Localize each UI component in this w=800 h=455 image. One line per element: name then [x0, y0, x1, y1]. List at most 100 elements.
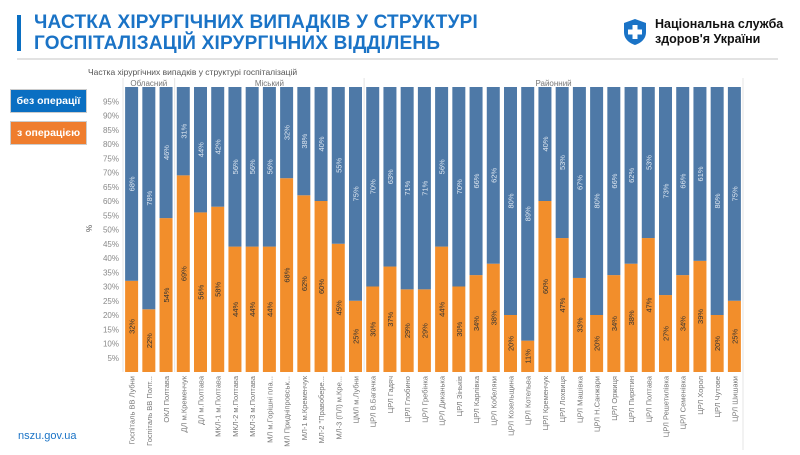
- bar-with-surgery: [176, 175, 190, 372]
- bar-without-surgery: [572, 87, 586, 278]
- y-tick-label: 5%: [107, 354, 119, 363]
- bar-with-surgery: [400, 289, 414, 372]
- bar-without-surgery: [159, 87, 173, 219]
- data-label-with: 60%: [317, 279, 326, 294]
- data-label-without: 70%: [455, 179, 464, 194]
- bar-with-surgery: [624, 263, 638, 372]
- data-label-without: 40%: [317, 136, 326, 151]
- x-tick-label: ЦРЛ Гребінка: [420, 375, 429, 423]
- data-label-without: 42%: [214, 139, 223, 154]
- data-label-with: 11%: [524, 349, 533, 364]
- bar-without-surgery: [417, 87, 431, 290]
- data-label-with: 44%: [265, 301, 274, 316]
- bar-with-surgery: [125, 280, 139, 372]
- x-tick-label: МКЛ-1 м.Полтава: [214, 375, 223, 437]
- data-label-without: 46%: [162, 145, 171, 160]
- bar-without-surgery: [400, 87, 414, 290]
- bar-without-surgery: [504, 87, 517, 315]
- data-label-without: 89%: [524, 206, 533, 221]
- data-label-with: 20%: [593, 336, 602, 351]
- x-tick-label: ОКЛ Полтава: [162, 375, 171, 422]
- y-tick-label: 95%: [103, 97, 119, 106]
- x-tick-label: ЦРЛ Кобеляки: [489, 376, 498, 426]
- y-tick-label: 80%: [103, 140, 119, 149]
- data-label-with: 39%: [696, 309, 705, 324]
- bar-with-surgery: [710, 315, 724, 372]
- bar-without-surgery: [262, 87, 276, 247]
- data-label-with: 27%: [662, 326, 671, 341]
- x-tick-label: ЦРЛ Шишаки: [730, 376, 739, 422]
- data-label-with: 37%: [386, 311, 395, 326]
- legend-with-surgery-button[interactable]: з операцією: [10, 121, 87, 145]
- bar-without-surgery: [194, 87, 207, 213]
- data-label-with: 30%: [369, 321, 378, 336]
- data-label-without: 40%: [541, 136, 550, 151]
- bar-with-surgery: [314, 201, 328, 372]
- bar-without-surgery: [435, 87, 449, 247]
- bar-without-surgery: [366, 87, 380, 287]
- data-label-without: 63%: [386, 169, 395, 184]
- x-tick-label: ЦРЛ Диканька: [438, 375, 447, 426]
- data-label-with: 58%: [214, 282, 223, 297]
- x-tick-label: МКЛ-2 м.Полтава: [231, 375, 240, 437]
- data-label-without: 56%: [231, 159, 240, 174]
- bar-with-surgery: [659, 295, 672, 372]
- x-tick-label: МЛ-1 м.Кременчук: [300, 375, 309, 440]
- bar-with-surgery: [331, 243, 345, 372]
- bar-with-surgery: [504, 315, 517, 372]
- bar-without-surgery: [607, 87, 621, 276]
- legend-without-label: без операції: [16, 95, 81, 107]
- data-label-without: 44%: [197, 142, 206, 157]
- bar-with-surgery: [349, 300, 362, 372]
- bar-with-surgery: [245, 246, 259, 372]
- y-tick-label: 70%: [103, 169, 119, 178]
- x-tick-label: ЦРЛ Глобино: [403, 376, 412, 422]
- bar-without-surgery: [727, 87, 741, 301]
- x-tick-label: ЦРЛ Зіньків: [455, 376, 464, 416]
- title-line-1: ЧАСТКА ХІРУРГІЧНИХ ВИПАДКІВ У СТРУКТУРІ: [34, 12, 478, 33]
- data-label-without: 75%: [730, 186, 739, 201]
- data-label-without: 71%: [420, 180, 429, 195]
- data-label-without: 53%: [558, 155, 567, 170]
- group-label: Обласний: [130, 79, 167, 88]
- page-title: ЧАСТКА ХІРУРГІЧНИХ ВИПАДКІВ У СТРУКТУРІ …: [34, 12, 478, 54]
- data-label-with: 54%: [162, 287, 171, 302]
- bar-without-surgery: [590, 87, 604, 315]
- bar-without-surgery: [349, 87, 362, 301]
- data-label-with: 38%: [627, 310, 636, 325]
- y-tick-label: 45%: [103, 240, 119, 249]
- data-label-without: 61%: [696, 166, 705, 181]
- bar-without-surgery: [641, 87, 655, 239]
- bar-with-surgery: [538, 201, 552, 372]
- x-tick-label: ДЛ м.Кременчук: [179, 375, 188, 432]
- data-label-without: 80%: [593, 193, 602, 208]
- x-tick-label: ЦРЛ Оржиця: [610, 376, 619, 421]
- footer-site-link[interactable]: nszu.gov.ua: [18, 430, 77, 442]
- legend-without-surgery-button[interactable]: без операції: [10, 89, 87, 113]
- x-tick-label: МЛ Придніпровськ...: [283, 376, 292, 447]
- data-label-with: 29%: [403, 323, 412, 338]
- data-label-with: 29%: [420, 323, 429, 338]
- bar-with-surgery: [280, 178, 294, 372]
- data-label-with: 44%: [438, 301, 447, 316]
- data-label-with: 22%: [145, 333, 154, 348]
- x-tick-label: Госпіталь ВВ Полт...: [145, 376, 154, 446]
- data-label-with: 33%: [575, 317, 584, 332]
- bar-without-surgery: [142, 87, 156, 310]
- x-tick-label: ЦРЛ Н.Санжари: [593, 376, 602, 432]
- bar-with-surgery: [572, 277, 586, 372]
- data-label-without: 78%: [145, 190, 154, 205]
- bar-without-surgery: [659, 87, 672, 296]
- data-label-without: 80%: [507, 193, 516, 208]
- bar-without-surgery: [693, 87, 707, 261]
- bar-with-surgery: [383, 266, 397, 372]
- data-label-with: 47%: [558, 297, 567, 312]
- y-tick-label: 55%: [103, 211, 119, 220]
- data-label-with: 56%: [197, 284, 206, 299]
- data-label-without: 32%: [283, 125, 292, 140]
- data-label-with: 44%: [248, 301, 257, 316]
- x-tick-label: ЦРЛ Решетилівка: [662, 375, 671, 437]
- bar-with-surgery: [555, 238, 569, 372]
- y-axis-label: %: [85, 225, 94, 232]
- x-tick-label: МЛ-3 (ПЛ) м.Кре...: [334, 376, 343, 440]
